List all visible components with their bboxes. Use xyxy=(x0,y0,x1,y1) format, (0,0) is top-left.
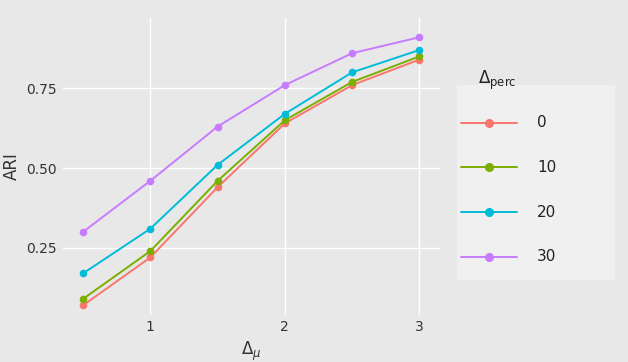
20 xyxy=(214,163,221,167)
0 xyxy=(349,83,356,87)
30 xyxy=(214,125,221,129)
10 xyxy=(416,54,423,59)
Text: 0: 0 xyxy=(537,115,546,130)
0 xyxy=(146,255,154,260)
30 xyxy=(281,83,289,87)
20 xyxy=(281,112,289,116)
10 xyxy=(281,118,289,122)
Line: 0: 0 xyxy=(80,56,423,308)
20 xyxy=(79,271,87,275)
Text: $\Delta_{\rm perc}$: $\Delta_{\rm perc}$ xyxy=(478,68,516,92)
Text: 20: 20 xyxy=(537,205,556,220)
0 xyxy=(416,58,423,62)
Text: 30: 30 xyxy=(537,249,556,264)
20 xyxy=(349,70,356,75)
0 xyxy=(79,303,87,308)
X-axis label: $\Delta_\mu$: $\Delta_\mu$ xyxy=(241,340,261,362)
Text: 10: 10 xyxy=(537,160,556,175)
Line: 30: 30 xyxy=(80,34,423,235)
Line: 10: 10 xyxy=(80,53,423,302)
0 xyxy=(281,121,289,126)
20 xyxy=(416,48,423,52)
10 xyxy=(214,179,221,183)
10 xyxy=(349,80,356,84)
10 xyxy=(79,297,87,301)
30 xyxy=(416,35,423,39)
10 xyxy=(146,249,154,253)
30 xyxy=(349,51,356,55)
20 xyxy=(146,227,154,231)
Y-axis label: ARI: ARI xyxy=(3,152,21,181)
Line: 20: 20 xyxy=(80,47,423,277)
30 xyxy=(146,179,154,183)
30 xyxy=(79,230,87,234)
0 xyxy=(214,185,221,189)
